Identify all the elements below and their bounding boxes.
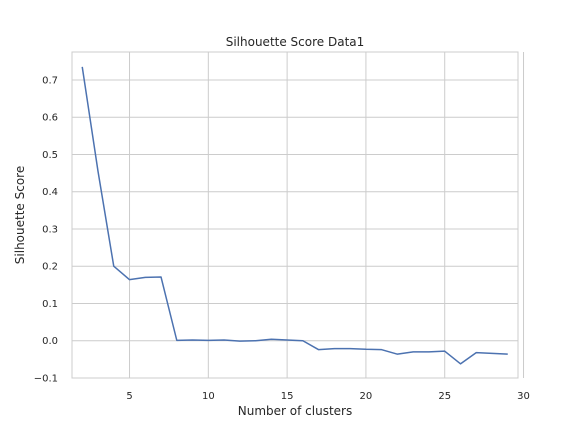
y-tick-label: 0.4	[42, 187, 58, 198]
x-tick-labels: 5 10 15 20 25 30	[126, 391, 530, 402]
grid	[72, 52, 525, 379]
chart-title: Silhouette Score Data1	[226, 35, 365, 49]
x-tick-label: 10	[202, 391, 215, 402]
y-tick-label: 0.3	[42, 224, 58, 235]
y-tick-label: 0.5	[42, 150, 58, 161]
y-tick-label: 0.0	[42, 336, 58, 347]
y-tick-label: 0.7	[42, 75, 58, 86]
series-line	[81, 66, 508, 365]
y-tick-labels: −0.1 0.0 0.1 0.2 0.3 0.4 0.5 0.6 0.7	[34, 75, 58, 384]
x-tick-label: 30	[517, 391, 530, 402]
y-tick-label: 0.6	[42, 113, 58, 124]
series-group	[81, 66, 508, 365]
y-tick-label: 0.2	[42, 262, 58, 273]
x-tick-label: 25	[438, 391, 451, 402]
plot-background	[72, 52, 518, 378]
y-tick-label: 0.1	[42, 299, 58, 310]
y-axis-label: Silhouette Score	[13, 166, 27, 264]
x-axis-label: Number of clusters	[238, 404, 352, 418]
plot-frame	[71, 51, 519, 379]
x-tick-label: 20	[360, 391, 373, 402]
y-tick-label: −0.1	[34, 374, 58, 385]
x-tick-label: 15	[281, 391, 294, 402]
x-tick-label: 5	[126, 391, 132, 402]
